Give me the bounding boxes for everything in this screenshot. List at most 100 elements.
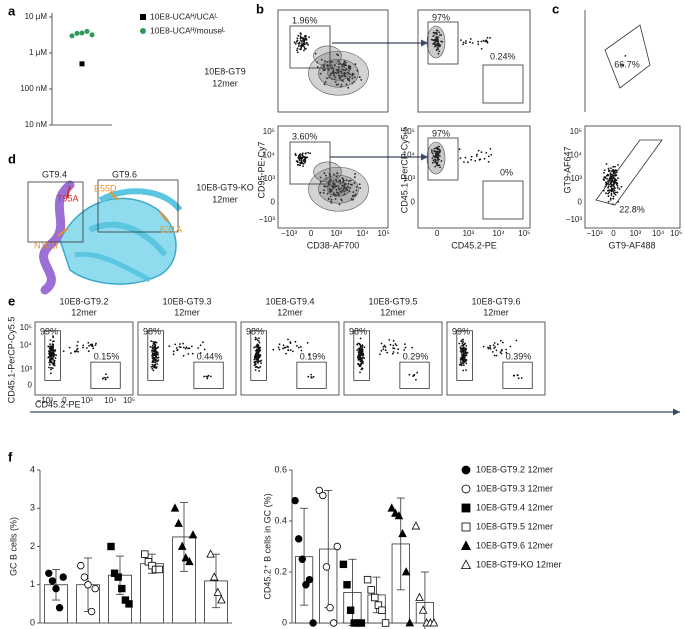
event-dot — [338, 74, 341, 77]
gate — [147, 330, 164, 381]
event-dot — [205, 375, 208, 378]
event-dot — [75, 350, 78, 353]
event-dot — [277, 346, 280, 349]
event-dot — [340, 75, 343, 77]
event-dot — [302, 165, 304, 168]
y-tick-label: 10³ — [403, 174, 415, 183]
event-dot — [293, 41, 296, 44]
event-dot — [306, 156, 309, 159]
contour — [327, 181, 350, 197]
event-dot — [337, 68, 340, 71]
data-point — [45, 569, 53, 577]
event-dot — [362, 362, 364, 365]
data-point — [429, 618, 439, 627]
event-dot — [304, 160, 307, 163]
event-dot — [334, 81, 337, 83]
event-dot — [76, 349, 78, 351]
plot-frame — [417, 9, 531, 113]
gate — [90, 361, 121, 389]
data-point — [74, 30, 80, 36]
event-dot — [342, 69, 345, 71]
event-dot — [154, 366, 157, 369]
event-dot — [324, 60, 326, 63]
x-tick-label: 10³ — [81, 396, 93, 405]
x-tick-label: −10³ — [281, 229, 298, 238]
event-dot — [346, 186, 349, 189]
event-dot — [354, 76, 356, 79]
event-dot — [182, 346, 185, 349]
event-dot — [349, 179, 352, 182]
event-dot — [480, 48, 483, 50]
event-dot — [151, 349, 153, 352]
event-dot — [462, 338, 464, 341]
event-dot — [345, 179, 348, 182]
event-dot — [340, 199, 343, 202]
y-tick-label: 10⁴ — [403, 151, 416, 160]
event-dot — [355, 186, 358, 188]
event-dot — [509, 345, 512, 348]
data-point — [114, 573, 122, 581]
y-tick-label: 0.6 — [274, 464, 287, 474]
event-dot — [380, 349, 383, 352]
event-dot — [351, 195, 354, 198]
event-dot — [335, 180, 338, 183]
event-dot — [517, 377, 520, 380]
event-dot — [326, 185, 328, 188]
event-dot — [298, 164, 301, 167]
x-tick-label: 10⁵ — [670, 229, 682, 238]
data-point — [298, 555, 306, 563]
event-dot — [302, 156, 304, 158]
data-point — [209, 572, 219, 581]
event-dot — [607, 185, 610, 188]
event-dot — [295, 160, 298, 163]
event-dot — [48, 363, 51, 366]
event-dot — [493, 354, 496, 357]
event-dot — [151, 355, 154, 358]
event-dot — [616, 184, 619, 187]
event-dot — [319, 191, 322, 194]
event-dot — [339, 179, 341, 182]
event-dot — [306, 342, 309, 344]
label: 0.24% — [490, 51, 516, 61]
event-dot — [462, 360, 464, 363]
event-dot — [87, 342, 90, 344]
event-dot — [458, 342, 461, 345]
y-tick-label: 0 — [578, 198, 583, 207]
label: 0.44% — [197, 351, 223, 361]
event-dot — [77, 341, 79, 343]
event-dot — [363, 346, 366, 349]
event-dot — [259, 346, 262, 349]
event-dot — [296, 163, 299, 166]
event-dot — [459, 346, 462, 348]
panel-letter: d — [8, 151, 16, 166]
event-dot — [613, 172, 615, 175]
event-dot — [357, 353, 360, 356]
event-dot — [308, 354, 310, 356]
event-dot — [172, 353, 175, 356]
event-dot — [343, 193, 346, 196]
contour — [308, 166, 369, 212]
event-dot — [357, 347, 360, 350]
label: 0.29% — [403, 351, 429, 361]
event-dot — [73, 350, 76, 353]
event-dot — [333, 185, 335, 188]
event-dot — [256, 338, 258, 340]
event-dot — [330, 179, 332, 181]
gate — [482, 64, 524, 104]
event-dot — [53, 360, 56, 362]
y-tick-label: 10 μM — [25, 12, 48, 21]
x-tick-label: 10³ — [630, 229, 642, 238]
box-label: GT9.4 — [42, 169, 67, 179]
event-dot — [257, 345, 260, 348]
event-dot — [176, 349, 179, 352]
event-dot — [303, 159, 305, 161]
event-dot — [363, 357, 366, 360]
event-dot — [397, 352, 399, 354]
event-dot — [340, 72, 343, 75]
event-dot — [347, 182, 350, 185]
event-dot — [256, 360, 259, 363]
event-dot — [440, 34, 443, 36]
event-dot — [434, 158, 436, 161]
event-dot — [462, 344, 465, 347]
event-dot — [461, 342, 464, 345]
